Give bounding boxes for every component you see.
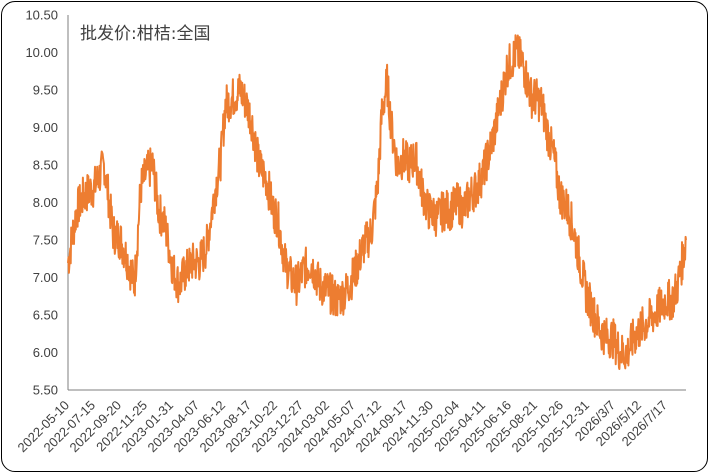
y-tick-label: 7.00 (33, 270, 58, 285)
y-tick-label: 10.50 (25, 8, 58, 23)
y-tick-label: 8.00 (33, 195, 58, 210)
y-tick-label: 10.00 (25, 45, 58, 60)
y-axis-ticks: 5.50 6.00 6.50 7.00 7.50 8.00 8.50 9.00 9.50 10.0… (25, 8, 58, 398)
y-tick-label: 9.50 (33, 83, 58, 98)
y-tick-label: 8.50 (33, 158, 58, 173)
chart-title: 批发价:柑桔:全国 (80, 24, 210, 44)
x-axis-ticks: 2022-05-102022-07-152022-09-202022-11-25… (14, 398, 670, 456)
y-tick-label: 6.50 (33, 308, 58, 323)
y-tick-label: 6.00 (33, 345, 58, 360)
series-layer (67, 34, 687, 370)
y-tick-label: 5.50 (33, 383, 58, 398)
series-line (67, 34, 687, 370)
y-tick-label: 7.50 (33, 233, 58, 248)
y-tick-label: 9.00 (33, 120, 58, 135)
